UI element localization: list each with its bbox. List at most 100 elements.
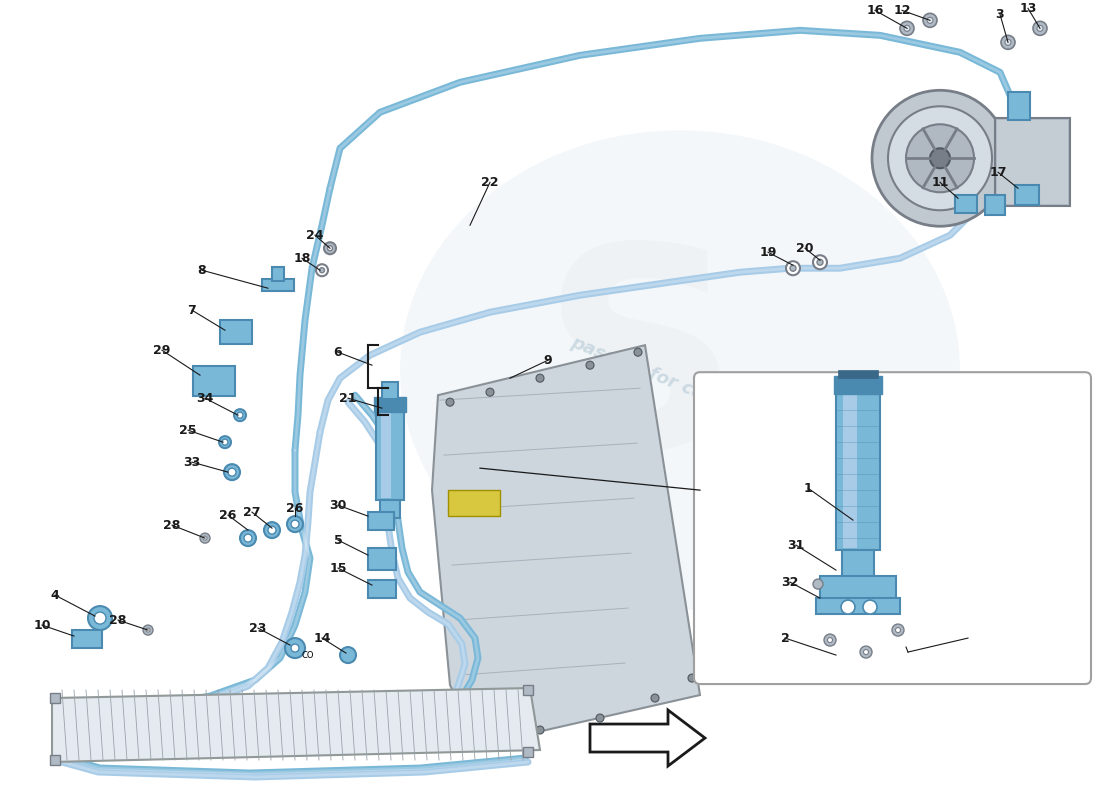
Bar: [50, 755, 60, 765]
Circle shape: [146, 628, 150, 632]
Text: 34: 34: [196, 392, 213, 405]
Text: 19: 19: [759, 246, 777, 258]
FancyBboxPatch shape: [192, 366, 235, 396]
Circle shape: [88, 606, 112, 630]
Circle shape: [316, 264, 328, 276]
Text: 16: 16: [867, 4, 883, 17]
Text: 11: 11: [932, 176, 948, 189]
Text: 9: 9: [543, 354, 552, 366]
Circle shape: [864, 600, 877, 614]
Bar: [368, 580, 396, 598]
Polygon shape: [52, 688, 540, 762]
Text: 20: 20: [796, 242, 814, 254]
Circle shape: [292, 644, 299, 652]
Circle shape: [904, 26, 910, 31]
Circle shape: [244, 534, 252, 542]
Bar: [448, 490, 501, 516]
Circle shape: [586, 361, 594, 369]
Text: 22: 22: [482, 176, 498, 189]
Bar: [820, 576, 896, 602]
Circle shape: [813, 255, 827, 270]
Circle shape: [900, 22, 914, 35]
Polygon shape: [590, 710, 705, 766]
Circle shape: [222, 439, 228, 445]
Circle shape: [340, 647, 356, 663]
Bar: [368, 548, 396, 570]
Bar: [838, 370, 878, 378]
Circle shape: [481, 736, 490, 744]
Text: 15: 15: [329, 562, 346, 574]
Circle shape: [817, 259, 823, 266]
FancyBboxPatch shape: [220, 320, 252, 344]
Circle shape: [219, 436, 231, 448]
Text: 7: 7: [188, 304, 197, 317]
Circle shape: [200, 533, 210, 543]
Text: 26: 26: [286, 502, 304, 514]
Circle shape: [1001, 35, 1015, 50]
Bar: [522, 747, 534, 757]
Text: 1: 1: [804, 482, 813, 494]
Bar: [522, 685, 534, 695]
Circle shape: [446, 398, 454, 406]
Bar: [262, 279, 294, 291]
Circle shape: [319, 268, 324, 273]
Circle shape: [1005, 39, 1011, 46]
Bar: [368, 512, 394, 530]
Circle shape: [872, 90, 1008, 226]
Circle shape: [240, 530, 256, 546]
Text: 23: 23: [250, 622, 266, 634]
Text: 10: 10: [33, 618, 51, 631]
Bar: [843, 394, 857, 548]
Text: 14: 14: [314, 631, 331, 645]
Ellipse shape: [400, 130, 960, 610]
Text: 13: 13: [1020, 2, 1036, 15]
Circle shape: [292, 520, 299, 528]
Circle shape: [236, 412, 243, 418]
Circle shape: [228, 468, 236, 476]
Bar: [834, 376, 882, 394]
Bar: [382, 382, 398, 399]
Bar: [50, 693, 60, 703]
Circle shape: [892, 624, 904, 636]
Circle shape: [268, 526, 276, 534]
Text: 30: 30: [329, 498, 346, 512]
Circle shape: [224, 464, 240, 480]
Text: 28: 28: [109, 614, 126, 626]
Bar: [996, 118, 1070, 206]
Circle shape: [824, 634, 836, 646]
Circle shape: [651, 694, 659, 702]
Circle shape: [285, 638, 305, 658]
Bar: [376, 410, 404, 500]
Circle shape: [324, 242, 336, 254]
Text: 32: 32: [781, 575, 799, 589]
Bar: [379, 500, 400, 518]
Text: 27: 27: [243, 506, 261, 518]
Text: 2: 2: [781, 631, 790, 645]
Text: 31: 31: [788, 538, 805, 552]
Circle shape: [486, 388, 494, 396]
Circle shape: [790, 266, 796, 271]
Circle shape: [536, 374, 544, 382]
Text: 28: 28: [163, 518, 180, 532]
Text: 12: 12: [893, 4, 911, 17]
Circle shape: [906, 124, 974, 192]
Text: 21: 21: [339, 392, 356, 405]
Circle shape: [94, 612, 106, 624]
Bar: [1008, 92, 1030, 120]
Circle shape: [860, 646, 872, 658]
Text: 29: 29: [153, 344, 170, 357]
Text: CO: CO: [301, 650, 315, 659]
Bar: [72, 630, 102, 648]
Circle shape: [688, 674, 696, 682]
Circle shape: [328, 246, 332, 250]
Circle shape: [1037, 26, 1043, 31]
Text: 17: 17: [989, 166, 1006, 178]
Bar: [955, 195, 977, 214]
Circle shape: [827, 638, 833, 642]
Text: 5: 5: [333, 534, 342, 546]
Circle shape: [634, 348, 642, 356]
Bar: [1015, 186, 1040, 206]
Circle shape: [143, 625, 153, 635]
Circle shape: [842, 600, 855, 614]
Circle shape: [596, 714, 604, 722]
